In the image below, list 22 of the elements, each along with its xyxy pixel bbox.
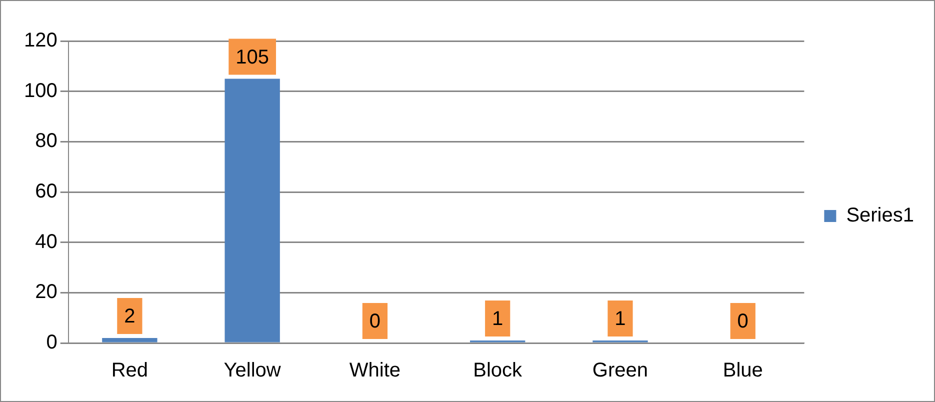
x-tick-label: Red [111, 360, 148, 382]
bar [224, 78, 280, 342]
data-label: 0 [369, 310, 381, 333]
y-tick-label: 120 [24, 30, 58, 52]
y-tick-label: 0 [46, 332, 58, 354]
y-tick-label: 40 [35, 230, 58, 253]
y-tick-label: 60 [35, 180, 58, 203]
data-label: 105 [236, 46, 270, 68]
x-tick-label: Blue [722, 360, 763, 382]
legend-label: Series1 [846, 204, 914, 227]
x-tick-label: Block [473, 360, 524, 382]
data-label: 1 [492, 308, 504, 330]
x-tick-label: Yellow [224, 360, 282, 382]
y-tick-label: 20 [35, 281, 58, 304]
y-tick-label: 80 [35, 130, 58, 152]
bar [102, 338, 158, 342]
x-tick-label: Green [592, 360, 648, 382]
data-label: 0 [737, 310, 748, 333]
data-label: 1 [614, 308, 626, 330]
y-tick-label: 100 [24, 80, 58, 102]
x-tick-label: White [349, 360, 401, 382]
data-label: 2 [124, 305, 136, 328]
